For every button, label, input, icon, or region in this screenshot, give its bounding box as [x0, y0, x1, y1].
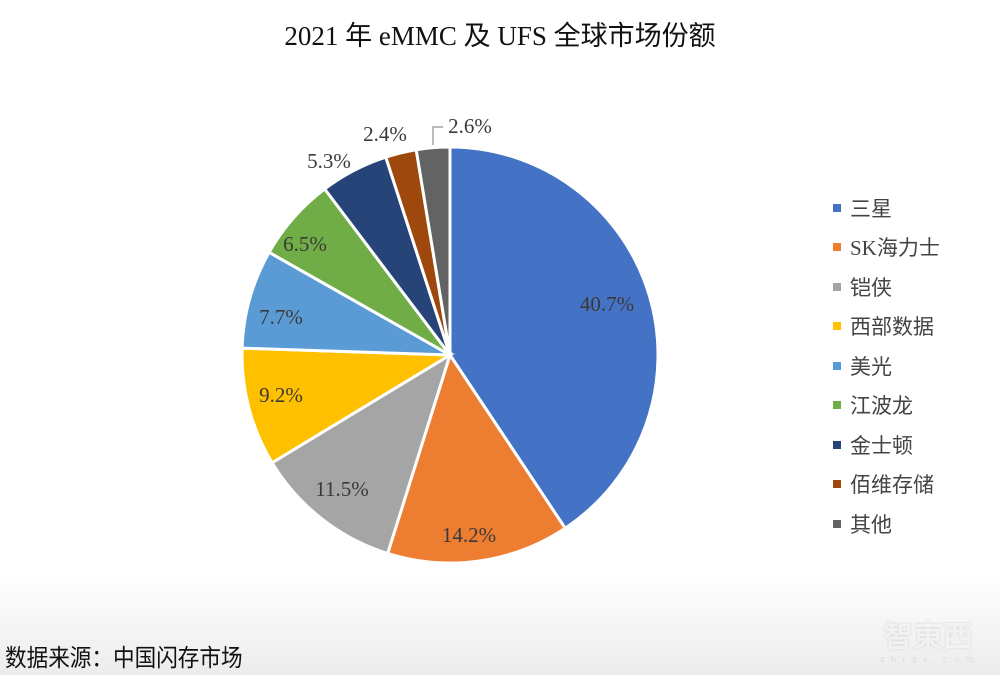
data-label: 9.2%	[259, 383, 303, 407]
data-label: 6.5%	[283, 232, 327, 256]
legend-swatch-icon	[833, 322, 841, 331]
legend-item: 美光	[833, 346, 940, 386]
data-label: 2.4%	[363, 122, 407, 146]
data-source-note: 数据来源：中国闪存市场	[5, 644, 243, 672]
legend-swatch-icon	[833, 282, 841, 291]
legend-item: 其他	[833, 504, 940, 544]
legend-item: 金士顿	[833, 425, 940, 465]
legend-label: 金士顿	[850, 433, 913, 458]
pie-slice	[414, 145, 452, 356]
legend-swatch-icon	[833, 243, 841, 252]
watermark-url: zhidx.com	[880, 655, 981, 665]
legend-swatch-icon	[833, 480, 841, 489]
legend-label: 铠侠	[850, 275, 892, 300]
data-label: 7.7%	[259, 305, 303, 329]
legend-item: 西部数据	[833, 307, 940, 347]
legend-swatch-icon	[833, 519, 841, 528]
chart-title: 2021 年 eMMC 及 UFS 全球市场份额	[284, 21, 716, 51]
legend-label: 西部数据	[850, 315, 934, 340]
pie-slice	[240, 346, 456, 465]
pie-slice	[240, 250, 451, 357]
data-label: 14.2%	[442, 523, 496, 547]
leader-line	[432, 126, 443, 145]
watermark-logo: 智東西	[883, 620, 973, 655]
data-label: 11.5%	[315, 477, 368, 501]
legend-item: 江波龙	[833, 386, 940, 426]
data-label: 2.6%	[448, 114, 492, 138]
pie-slice	[270, 351, 453, 556]
legend-item: SK海力士	[833, 228, 940, 268]
legend-label: 美光	[850, 354, 892, 379]
legend-swatch-icon	[833, 203, 841, 212]
legend-item: 三星	[833, 188, 940, 228]
legend-label: 佰维存储	[850, 473, 934, 498]
legend-label: 江波龙	[850, 394, 913, 419]
legend-label: 三星	[850, 196, 892, 221]
legend: 三星 SK海力士 铠侠 西部数据 美光 江波龙 金士顿 佰维存储 其他	[833, 188, 940, 544]
legend-swatch-icon	[833, 361, 841, 370]
legend-item: 佰维存储	[833, 465, 940, 505]
legend-swatch-icon	[833, 401, 841, 410]
legend-item: 铠侠	[833, 267, 940, 307]
data-label: 5.3%	[307, 149, 351, 173]
data-label: 40.7%	[580, 292, 634, 316]
legend-swatch-icon	[833, 440, 841, 449]
legend-label: SK海力士	[850, 236, 940, 261]
pie-slice	[385, 351, 568, 565]
legend-label: 其他	[850, 512, 892, 537]
